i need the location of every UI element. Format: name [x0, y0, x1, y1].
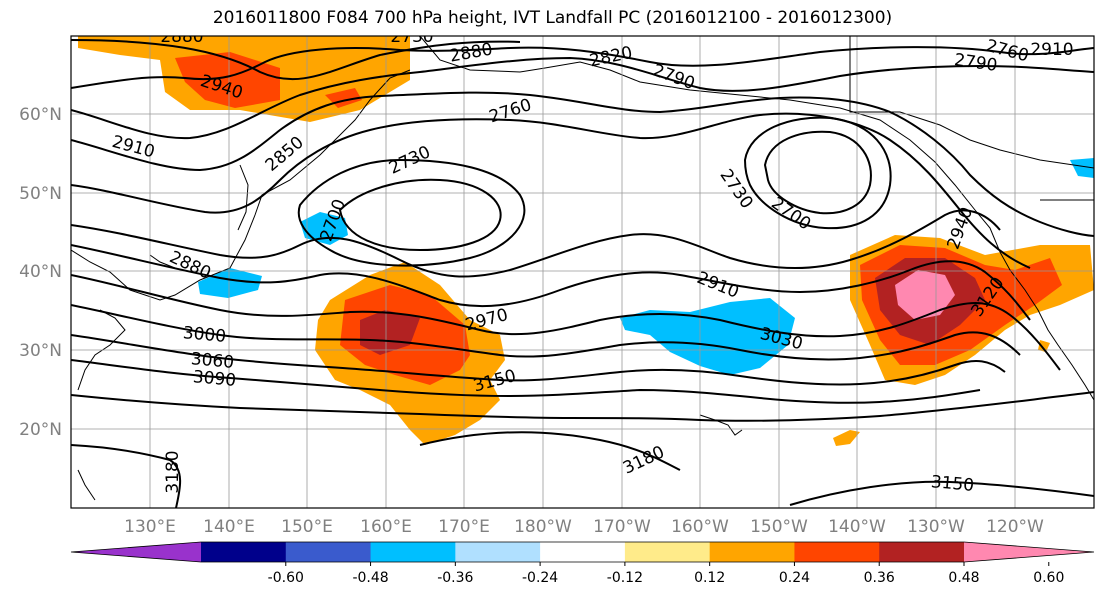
- map-title: 2016011800 F084 700 hPa height, IVT Land…: [212, 8, 893, 28]
- contour-label: 2730: [390, 27, 433, 47]
- lon-label: 120°W: [986, 517, 1044, 537]
- colorbar-swatch: [455, 542, 541, 562]
- lon-label: 180°W: [514, 517, 572, 537]
- ivt-shading: [78, 36, 1094, 446]
- colorbar-swatch: [879, 542, 965, 562]
- lon-label: 170°E: [438, 517, 490, 537]
- lat-label: 40°N: [19, 262, 62, 282]
- coastlines: [71, 36, 1094, 501]
- colorbar-extend-high: [964, 542, 1094, 562]
- ivt-region-negative: [620, 298, 795, 375]
- contour-label: 3090: [192, 367, 237, 391]
- ivt-region-positive: [360, 310, 420, 355]
- height-contour: [297, 158, 526, 267]
- lon-label: 150°W: [750, 517, 808, 537]
- height-contour: [71, 274, 1061, 371]
- height-contour: [71, 112, 1031, 269]
- height-contours: [71, 39, 1094, 508]
- lat-label: 30°N: [19, 341, 62, 361]
- colorbar-tick-label: -0.36: [437, 570, 473, 586]
- plot-frame: [70, 35, 1095, 509]
- colorbar-swatch: [370, 542, 456, 562]
- height-contour: [743, 116, 892, 230]
- lon-label: 130°W: [907, 517, 965, 537]
- lon-label: 160°W: [671, 517, 729, 537]
- colorbar-tick-label: -0.24: [522, 570, 558, 586]
- colorbar-swatch: [285, 542, 372, 562]
- colorbar-swatch: [624, 542, 711, 562]
- contour-label: 3000: [182, 323, 227, 347]
- contour-label: 2880: [160, 27, 203, 47]
- height-contour: [763, 130, 872, 215]
- ivt-region-positive: [895, 270, 955, 320]
- graticule: [71, 36, 1094, 508]
- colorbar-swatch: [201, 542, 287, 562]
- height-contour: [71, 304, 1021, 361]
- colorbar: -0.60 -0.48 -0.36 -0.24 -0.12 0.12 0.24 0.36 0.4…: [70, 541, 1095, 586]
- lon-label: 160°E: [360, 517, 412, 537]
- height-contour: [71, 444, 182, 508]
- lon-labels: 130°E 140°E 150°E 160°E 170°E 180°W 170°…: [124, 517, 1044, 537]
- contour-label: 3180: [163, 450, 183, 493]
- contour-label: 3060: [190, 349, 235, 373]
- lat-labels: 60°N 50°N 40°N 30°N 20°N: [19, 105, 62, 440]
- colorbar-tick-label: -0.48: [352, 570, 388, 586]
- lat-label: 60°N: [19, 105, 62, 125]
- height-contour: [71, 391, 1094, 422]
- height-contour: [71, 334, 1006, 386]
- lat-label: 50°N: [19, 184, 62, 204]
- colorbar-tick-label: 0.12: [694, 570, 725, 586]
- colorbar-tick-label: 0.24: [779, 570, 810, 586]
- height-contour: [71, 39, 521, 81]
- lat-label: 20°N: [19, 420, 62, 440]
- height-contour: [71, 209, 1001, 278]
- height-contour: [71, 91, 1094, 237]
- ivt-region-positive: [833, 430, 860, 446]
- lon-label: 170°W: [593, 517, 651, 537]
- colorbar-swatch: [794, 542, 880, 562]
- height-contour: [419, 431, 681, 471]
- colorbar-extend-low: [71, 542, 201, 562]
- colorbar-tick-label: 0.48: [948, 570, 979, 586]
- ivt-region-positive: [175, 52, 280, 108]
- lon-label: 150°E: [281, 517, 333, 537]
- ivt-region-negative: [1070, 158, 1094, 178]
- colorbar-outline: [70, 541, 1095, 563]
- contour-label: 3150: [930, 472, 975, 496]
- lon-label: 130°E: [124, 517, 176, 537]
- height-contour: [71, 244, 1031, 321]
- colorbar-tick-label: 0.36: [864, 570, 895, 586]
- contour-label: 2910: [1030, 40, 1073, 60]
- height-contour: [71, 56, 1094, 140]
- ivt-region-positive: [1038, 340, 1050, 352]
- ivt-region-negative: [198, 268, 262, 298]
- colorbar-tick-label: 0.60: [1033, 570, 1064, 586]
- height-contour: [71, 46, 1094, 89]
- colorbar-tick-label: -0.60: [268, 570, 304, 586]
- height-contour: [338, 178, 502, 252]
- height-contour: [789, 480, 1094, 506]
- lon-label: 140°W: [828, 517, 886, 537]
- height-contour: [71, 359, 981, 404]
- colorbar-swatch: [709, 542, 795, 562]
- lon-label: 140°E: [203, 517, 255, 537]
- colorbar-tick-label: -0.12: [607, 570, 643, 586]
- colorbar-swatch: [540, 542, 626, 562]
